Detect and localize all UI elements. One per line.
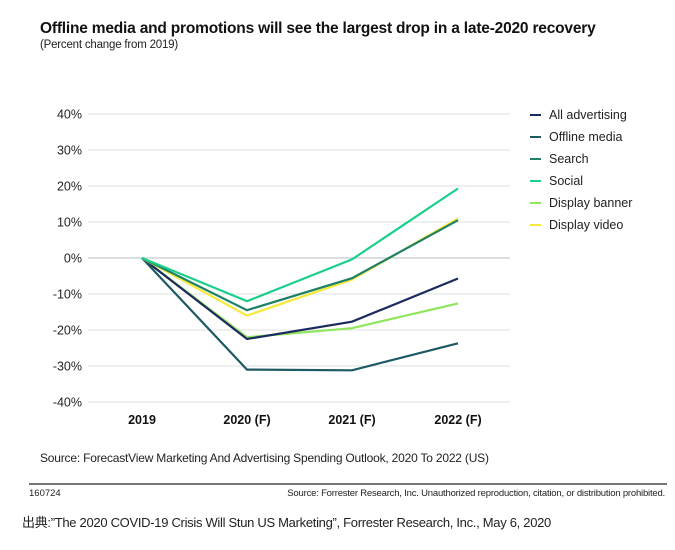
legend-item: All advertising	[530, 104, 632, 126]
y-axis-ticks: 40% 30% 20% 10% 0% -10% -20% -30% -40%	[53, 108, 82, 410]
y-tick-label: 40%	[57, 108, 82, 122]
legend-label: Display video	[549, 218, 624, 232]
y-tick-label: 20%	[57, 180, 82, 194]
y-tick-label: 10%	[57, 216, 82, 230]
chart-subtitle: (Percent change from 2019)	[40, 39, 178, 51]
footer-divider	[29, 483, 667, 485]
y-tick-label: -20%	[53, 324, 82, 338]
y-tick-label: -10%	[53, 288, 82, 302]
legend-item: Social	[530, 170, 632, 192]
series-line-offline-media	[141, 257, 459, 372]
legend-item: Display video	[530, 214, 632, 236]
series-lines	[141, 187, 459, 372]
legend-label: Display banner	[549, 196, 633, 210]
legend-swatch	[530, 113, 541, 117]
y-tick-label: -30%	[53, 360, 82, 374]
y-tick-label: 30%	[57, 144, 82, 158]
legend-swatch	[530, 201, 541, 205]
x-tick-label: 2021 (F)	[328, 413, 375, 427]
y-tick-label: -40%	[53, 396, 82, 410]
legend-label: Social	[549, 174, 584, 188]
legend-label: Offline media	[549, 130, 623, 144]
legend-swatch	[530, 179, 541, 183]
series-line-display-video	[141, 217, 459, 317]
x-tick-label: 2022 (F)	[434, 413, 481, 427]
legend-label: All advertising	[549, 108, 627, 122]
series-line-social	[141, 187, 459, 303]
legend-item: Search	[530, 148, 632, 170]
legend-swatch	[530, 223, 541, 227]
legend-swatch	[530, 157, 541, 161]
x-axis-ticks: 2019 2020 (F) 2021 (F) 2022 (F)	[128, 413, 482, 427]
legend: All advertising Offline media Search Social…	[530, 104, 632, 236]
x-tick-label: 2020 (F)	[223, 413, 270, 427]
legend-item: Offline media	[530, 126, 632, 148]
y-tick-label: 0%	[64, 252, 82, 266]
copyright-notice: Source: Forrester Research, Inc. Unautho…	[287, 488, 665, 499]
x-tick-label: 2019	[128, 413, 156, 427]
figure-code: 160724	[29, 488, 61, 499]
series-line-search	[141, 219, 459, 312]
chart-title: Offline media and promotions will see th…	[40, 20, 596, 37]
legend-label: Search	[549, 152, 589, 166]
gridlines	[88, 113, 510, 403]
legend-item: Display banner	[530, 192, 632, 214]
line-chart: 40% 30% 20% 10% 0% -10% -20% -30% -40% 2019 2020 …	[53, 108, 510, 427]
legend-swatch	[530, 135, 541, 139]
citation: 出典:”The 2020 COVID-19 Crisis Will Stun U…	[22, 515, 551, 530]
series-line-all-advertising	[141, 257, 459, 341]
data-source: Source: ForecastView Marketing And Adver…	[40, 451, 489, 465]
